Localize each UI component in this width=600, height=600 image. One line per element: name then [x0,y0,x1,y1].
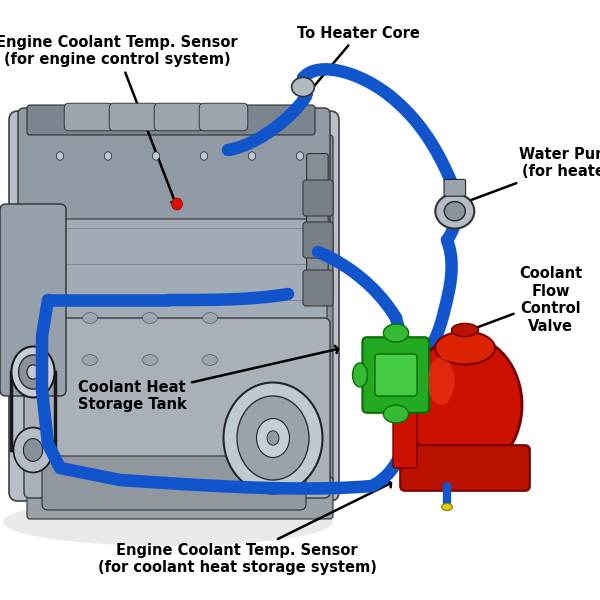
FancyBboxPatch shape [362,337,429,413]
FancyBboxPatch shape [400,445,530,491]
Ellipse shape [23,439,43,461]
Ellipse shape [267,431,279,445]
Ellipse shape [435,331,495,364]
Ellipse shape [383,405,409,423]
Ellipse shape [383,324,409,342]
Ellipse shape [83,355,97,365]
Ellipse shape [11,346,55,397]
Ellipse shape [353,363,368,387]
Ellipse shape [83,313,97,323]
Ellipse shape [200,152,208,160]
FancyBboxPatch shape [9,111,339,501]
Ellipse shape [223,383,323,493]
Ellipse shape [27,365,39,379]
Ellipse shape [248,152,256,160]
FancyBboxPatch shape [21,219,327,333]
Ellipse shape [408,336,522,474]
Ellipse shape [172,198,182,210]
Text: Engine Coolant Temp. Sensor
(for coolant heat storage system): Engine Coolant Temp. Sensor (for coolant… [98,481,391,575]
FancyBboxPatch shape [199,103,248,131]
Ellipse shape [14,427,53,473]
FancyBboxPatch shape [303,180,333,216]
FancyBboxPatch shape [303,270,333,306]
Ellipse shape [444,202,466,221]
Ellipse shape [435,194,475,229]
FancyBboxPatch shape [109,103,158,131]
Text: To Heater Core: To Heater Core [298,25,420,95]
FancyBboxPatch shape [307,154,328,302]
Ellipse shape [143,355,157,365]
Text: Coolant Heat
Storage Tank: Coolant Heat Storage Tank [77,346,338,412]
FancyBboxPatch shape [393,390,417,468]
Ellipse shape [427,357,455,405]
FancyBboxPatch shape [444,179,466,196]
Ellipse shape [19,355,47,389]
FancyBboxPatch shape [27,477,333,519]
FancyBboxPatch shape [27,105,315,135]
Ellipse shape [56,152,64,160]
FancyBboxPatch shape [24,318,330,498]
Ellipse shape [237,396,309,480]
FancyBboxPatch shape [42,456,306,510]
Ellipse shape [104,152,112,160]
Ellipse shape [203,313,218,323]
Ellipse shape [296,152,304,160]
Text: Coolant
Flow
Control
Valve: Coolant Flow Control Valve [442,266,582,343]
FancyBboxPatch shape [154,103,203,131]
FancyBboxPatch shape [297,135,333,483]
FancyBboxPatch shape [0,204,66,396]
Ellipse shape [452,323,479,337]
Ellipse shape [442,503,452,511]
FancyBboxPatch shape [375,354,417,396]
FancyBboxPatch shape [303,222,333,258]
FancyBboxPatch shape [64,103,113,131]
Ellipse shape [257,419,290,457]
Ellipse shape [152,152,160,160]
Ellipse shape [3,498,333,546]
Text: Engine Coolant Temp. Sensor
(for engine control system): Engine Coolant Temp. Sensor (for engine … [0,35,238,203]
Text: Water Pump
(for heater): Water Pump (for heater) [461,147,600,206]
Ellipse shape [203,355,218,365]
Ellipse shape [292,77,314,97]
Ellipse shape [143,313,157,323]
FancyBboxPatch shape [18,108,330,234]
